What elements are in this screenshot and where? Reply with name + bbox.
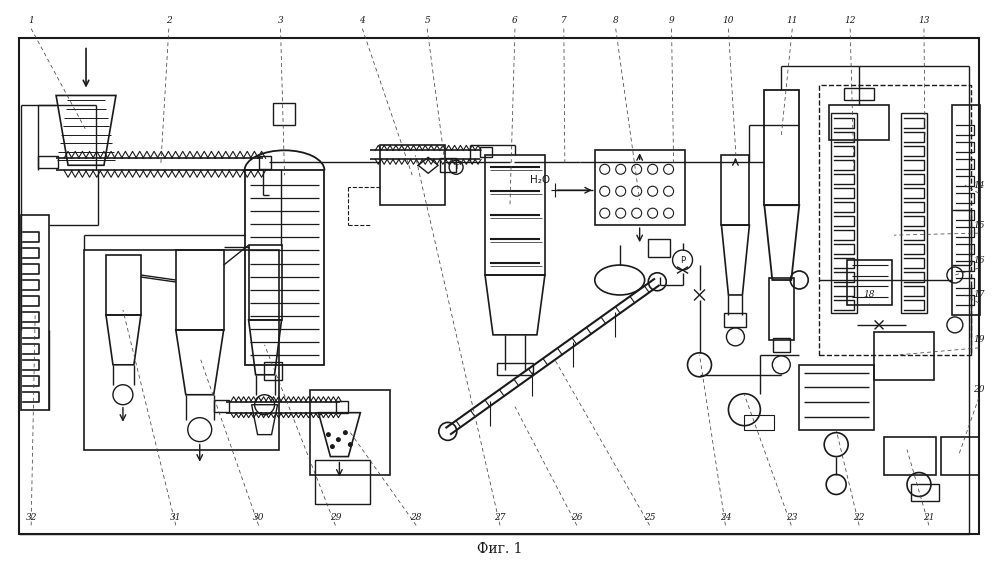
Bar [819,85,971,355]
Text: 28: 28 [410,513,422,522]
Text: 16: 16 [973,255,985,264]
Bar [844,89,874,101]
Text: 8: 8 [613,16,619,25]
Bar [485,155,545,275]
Bar [259,157,271,170]
Bar [315,459,370,505]
Bar [744,415,774,429]
Text: 17: 17 [973,290,985,299]
Circle shape [326,432,331,437]
Bar [380,145,445,205]
Text: 3: 3 [278,16,283,25]
Bar [901,114,927,313]
Text: 21: 21 [923,513,935,522]
Bar [336,401,348,412]
Text: P: P [680,255,685,264]
Bar [724,313,746,327]
Bar [911,484,939,502]
Bar [769,278,794,340]
Text: 13: 13 [918,16,930,25]
Text: 12: 12 [844,16,856,25]
Bar [874,332,934,380]
Bar [106,255,141,315]
Bar [21,215,49,410]
Bar [941,437,979,475]
Circle shape [330,444,335,449]
Bar [648,239,670,257]
Bar [799,365,874,429]
Circle shape [348,442,353,447]
Bar [38,157,58,168]
Bar [884,437,936,475]
Text: 14: 14 [973,181,985,190]
Text: 4: 4 [359,16,365,25]
Text: 9: 9 [669,16,674,25]
Circle shape [336,437,341,442]
Text: 20: 20 [973,385,985,394]
Bar [764,90,799,205]
Text: T: T [454,164,458,170]
Bar [176,250,224,330]
Bar [497,363,533,375]
Text: 24: 24 [720,513,731,522]
Text: 6: 6 [512,16,518,25]
Bar [721,155,749,225]
Bar [19,38,979,534]
Text: 31: 31 [170,513,182,522]
Text: 10: 10 [723,16,734,25]
Bar [847,260,892,305]
Bar [831,114,857,313]
Bar [84,250,279,450]
Text: 18: 18 [863,290,875,299]
Text: 19: 19 [973,336,985,344]
Bar [440,158,456,172]
Text: 11: 11 [787,16,798,25]
Text: H₂O: H₂O [530,175,550,185]
Bar [480,147,492,157]
Bar [595,150,685,225]
Bar [273,103,295,125]
Bar [245,170,324,365]
Bar [214,399,229,412]
Text: 26: 26 [571,513,583,522]
Text: 5: 5 [424,16,430,25]
Text: 32: 32 [25,513,37,522]
Text: 29: 29 [330,513,341,522]
Text: 7: 7 [561,16,567,25]
Text: 2: 2 [166,16,172,25]
Bar [952,106,980,315]
Text: 1: 1 [28,16,34,25]
Bar [829,106,889,140]
Circle shape [343,430,348,435]
Bar [249,245,282,320]
Text: 25: 25 [644,513,655,522]
Bar [310,390,390,475]
Text: Фиг. 1: Фиг. 1 [477,542,523,557]
Text: 22: 22 [853,513,865,522]
Text: 30: 30 [253,513,264,522]
Bar [773,338,790,352]
Text: 15: 15 [973,221,985,229]
Bar [264,362,282,380]
Text: 23: 23 [786,513,797,522]
Text: 27: 27 [494,513,506,522]
